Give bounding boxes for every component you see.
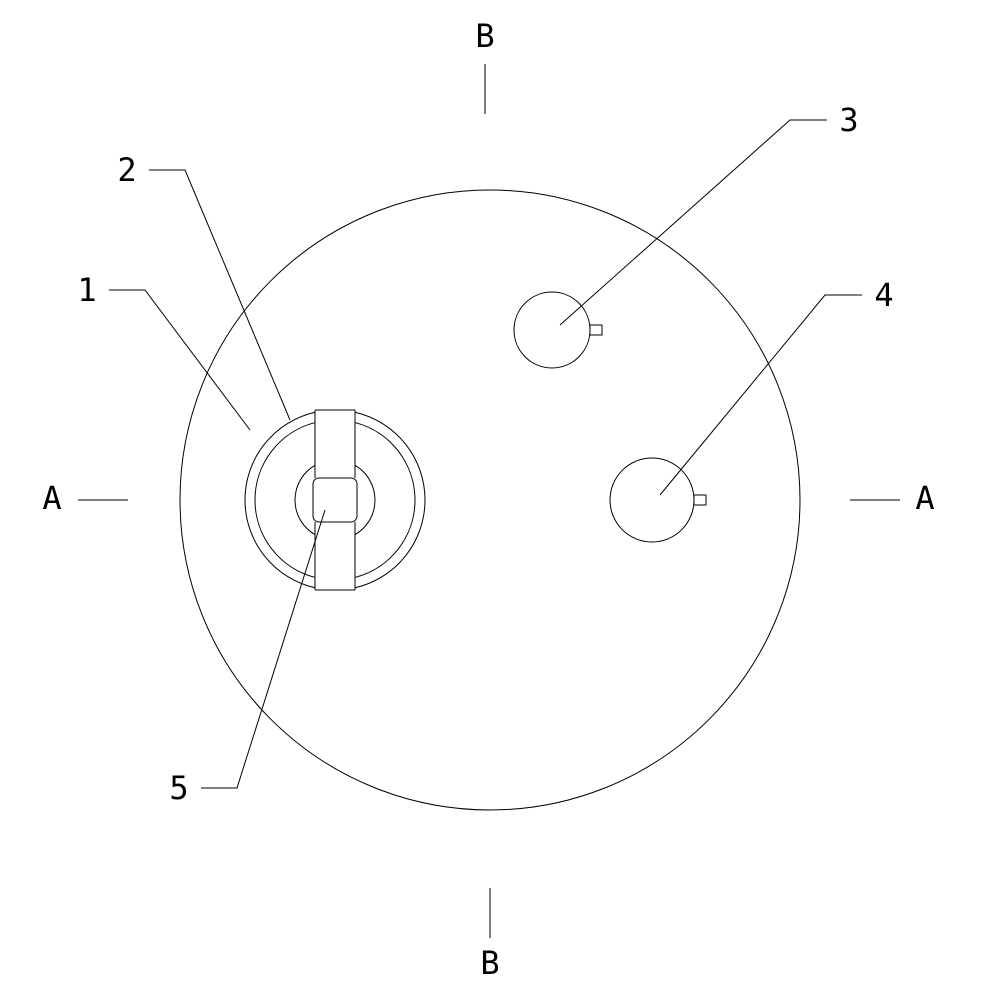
section-a-label-1: A xyxy=(915,479,934,517)
main-circle xyxy=(180,190,800,810)
section-a-label-0: A xyxy=(42,479,61,517)
port-circle-1 xyxy=(514,292,590,368)
port-tab-2 xyxy=(694,495,706,505)
knob-ring-left xyxy=(255,423,315,578)
knob-center-square xyxy=(313,478,357,522)
callout-number-4: 4 xyxy=(874,276,893,314)
technical-diagram: A A B B 1 2 3 4 5 xyxy=(0,0,982,1000)
callout-leader-4 xyxy=(660,295,862,495)
callout-leader-1 xyxy=(109,290,250,430)
section-b-label-1: B xyxy=(480,944,499,982)
callout-number-1: 1 xyxy=(77,271,96,309)
port-tab-1 xyxy=(590,325,602,335)
knob-ring-right xyxy=(355,423,415,578)
knob-center-left xyxy=(295,465,315,534)
knob-outer-left xyxy=(245,412,315,588)
callout-number-5: 5 xyxy=(169,769,188,807)
callout-number-2: 2 xyxy=(117,151,136,189)
callout-leader-5 xyxy=(201,510,325,788)
callout-number-3: 3 xyxy=(839,101,858,139)
section-b-label-0: B xyxy=(475,17,494,55)
callout-leader-3 xyxy=(560,120,827,325)
callout-leader-2 xyxy=(149,170,290,420)
port-circle-2 xyxy=(610,458,694,542)
knob-outer-right xyxy=(355,412,425,588)
knob-center-right xyxy=(355,465,375,534)
